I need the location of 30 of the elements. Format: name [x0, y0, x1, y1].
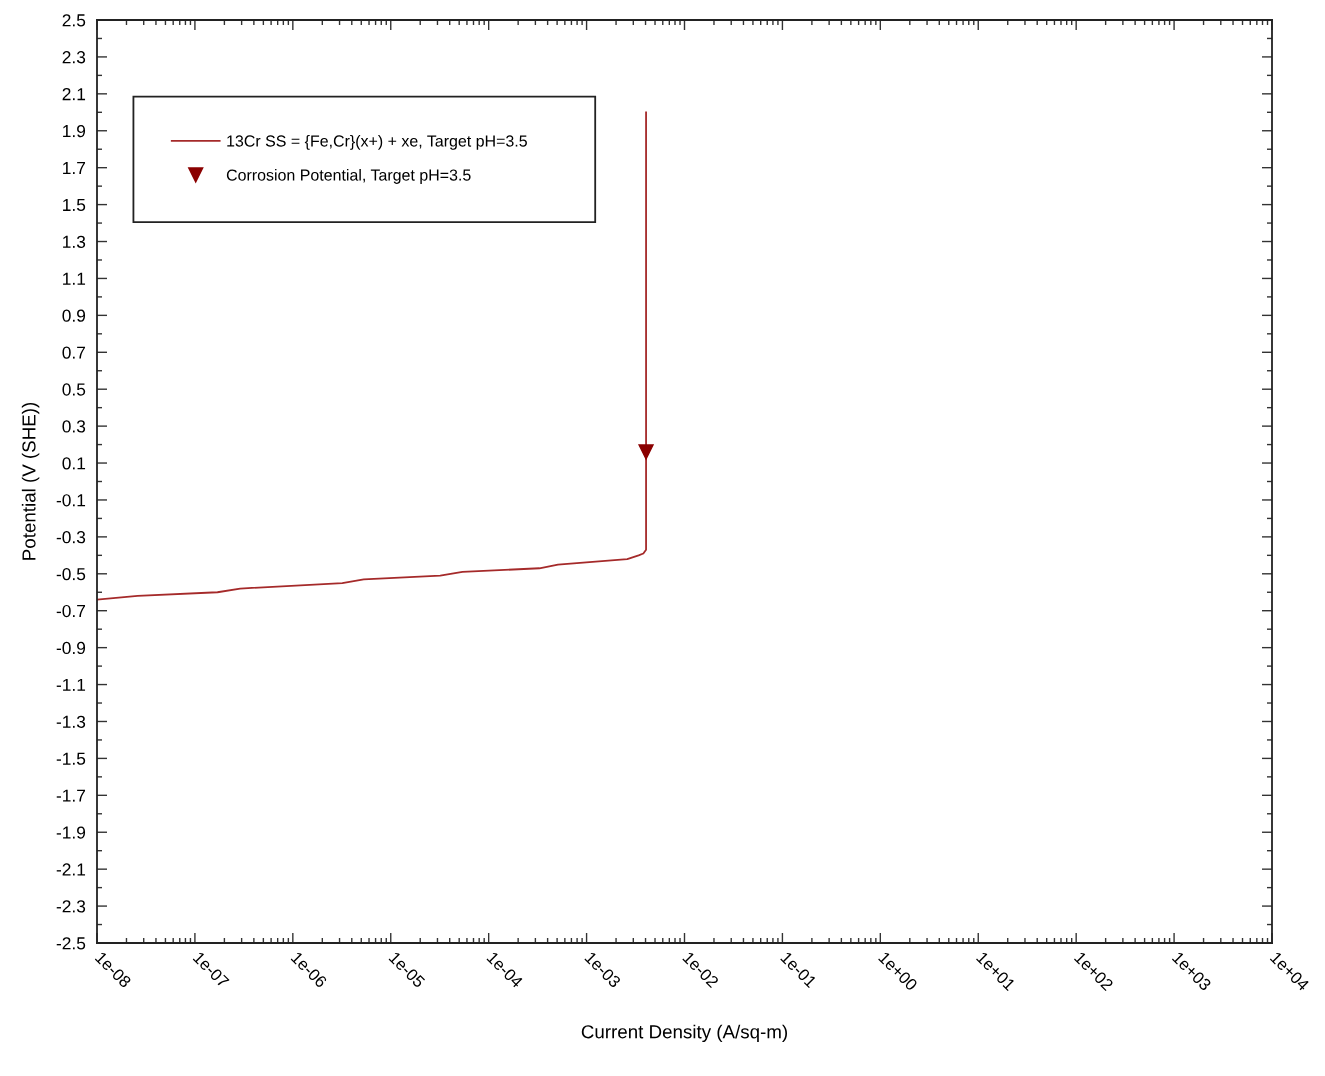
y-tick-label: 1.1: [63, 272, 86, 285]
y-tick-label: -2.1: [56, 863, 86, 876]
y-tick-label: -0.3: [56, 531, 86, 544]
y-tick-label: 0.1: [62, 457, 86, 470]
y-tick-label: 1.7: [63, 162, 86, 174]
y-tick-label: -1.5: [56, 752, 86, 765]
y-tick-label: 2.3: [62, 51, 86, 64]
legend-label: 13Cr SS = {Fe,Cr}(x+) + xe, Target pH=3.5: [227, 134, 527, 150]
y-tick-label: 1.9: [63, 124, 86, 138]
y-tick-label: -0.9: [56, 641, 86, 655]
y-tick-label: 0.5: [62, 383, 86, 396]
y-tick-label: -0.7: [56, 604, 86, 618]
y-tick-label: -1.9: [56, 826, 86, 839]
y-tick-label: 1.3: [63, 235, 86, 248]
y-tick-label: 2.5: [62, 14, 86, 27]
y-tick-label: 2.1: [62, 88, 86, 101]
y-axis-title: Potential (V (SHE)): [21, 402, 40, 560]
y-tick-label: 1.5: [63, 198, 86, 212]
y-tick-label: -2.3: [56, 900, 86, 913]
y-tick-label: 0.9: [62, 309, 86, 322]
y-tick-label: -2.5: [56, 937, 86, 950]
y-tick-label: -0.5: [56, 567, 86, 581]
legend-label: Corrosion Potential, Target pH=3.5: [226, 169, 471, 184]
y-tick-label: 0.7: [62, 346, 86, 359]
y-tick-label: 0.3: [62, 420, 86, 433]
x-axis-title: Current Density (A/sq-m): [581, 1024, 788, 1043]
y-tick-label: -0.1: [56, 494, 86, 507]
y-tick-label: -1.7: [56, 789, 86, 802]
y-tick-label: -1.1: [56, 678, 86, 691]
y-tick-label: -1.3: [56, 715, 86, 728]
